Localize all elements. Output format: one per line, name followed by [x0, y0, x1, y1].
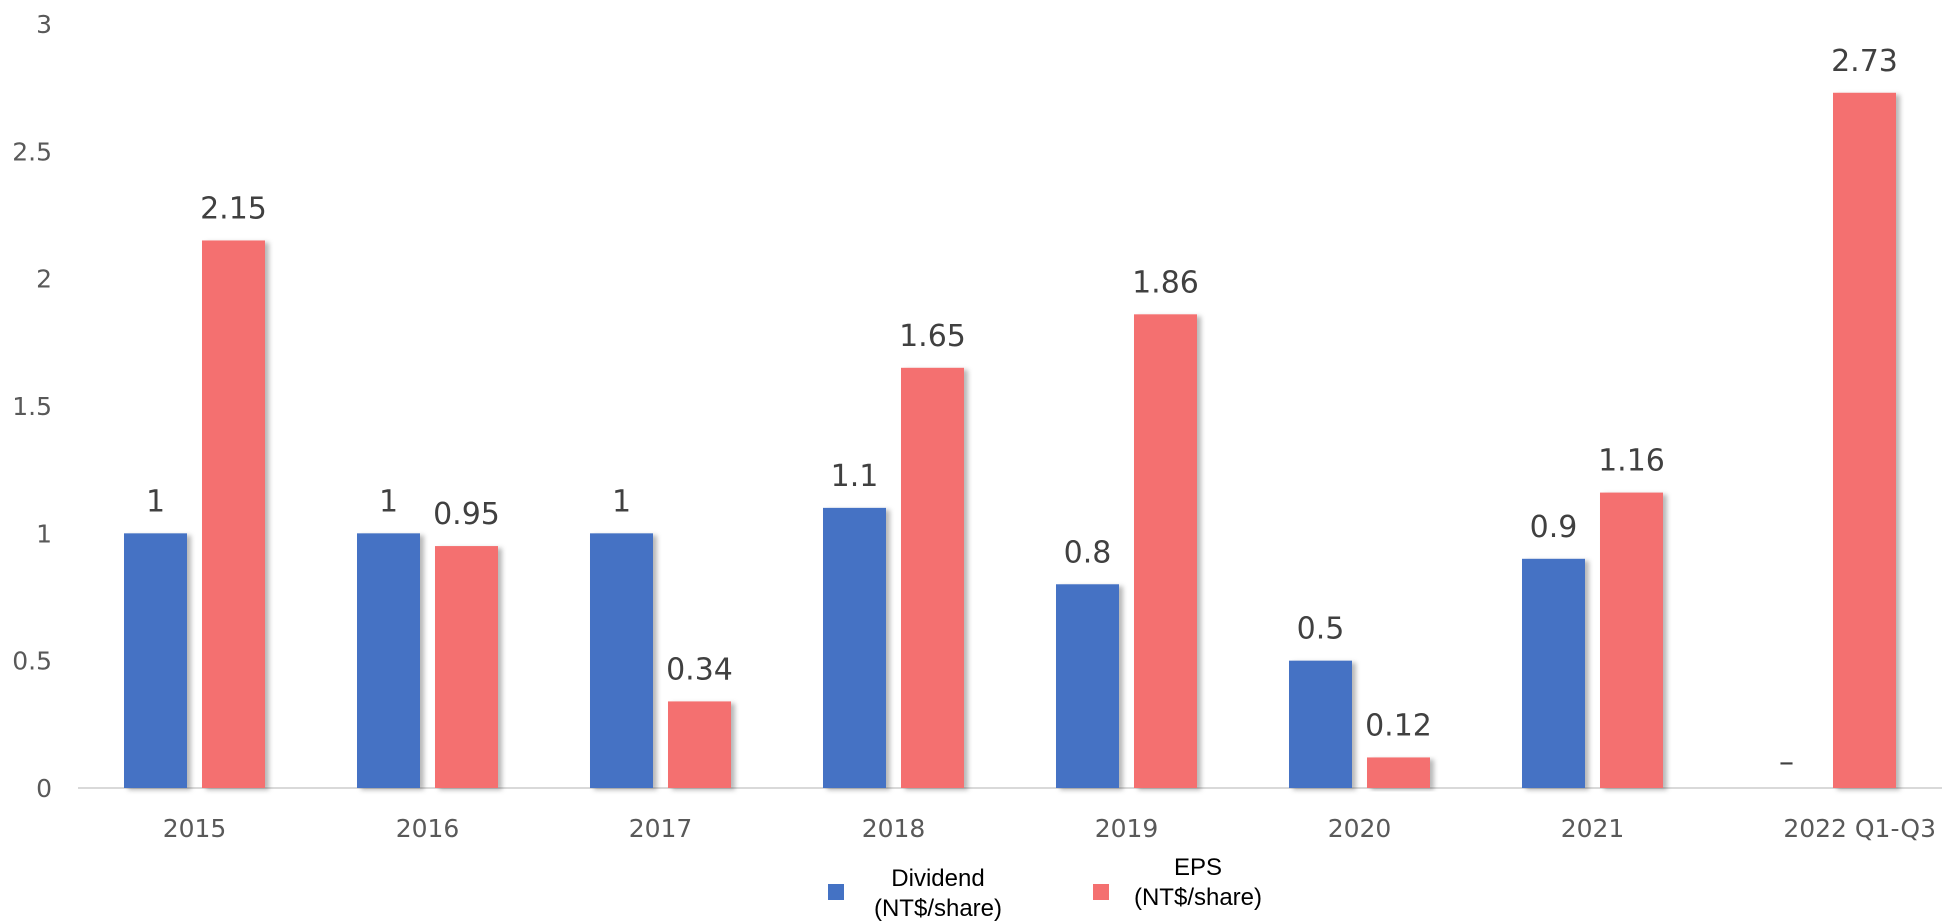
x-tick-label-4: 2019 [1095, 814, 1159, 843]
bar-dividend-5 [1289, 660, 1352, 788]
value-label-dividend-7: – [1779, 745, 1794, 780]
bar-eps-6 [1600, 492, 1663, 788]
y-tick-label-0: 0 [36, 774, 52, 803]
value-label-eps-2: 0.34 [666, 652, 733, 687]
bar-eps-1 [435, 546, 498, 788]
x-tick-label-1: 2016 [396, 814, 460, 843]
bar-dividend-6 [1522, 558, 1585, 788]
bar-dividend-2 [590, 533, 653, 788]
value-label-eps-6: 1.16 [1598, 444, 1665, 479]
bar-eps-3 [901, 367, 964, 788]
bar-eps-5 [1367, 757, 1430, 788]
y-tick-label-3: 1.5 [12, 392, 52, 421]
legend-label-eps-line-0: EPS [1174, 854, 1222, 881]
y-axis: 0 0.5 1 1.5 2 2.5 3 [12, 10, 52, 803]
value-label-dividend-5: 0.5 [1297, 612, 1345, 647]
value-label-eps-0: 2.15 [200, 191, 267, 226]
legend-swatch-dividend [828, 884, 844, 900]
value-label-dividend-4: 0.8 [1064, 535, 1112, 570]
bar-eps-2 [668, 701, 731, 788]
x-tick-label-3: 2018 [862, 814, 926, 843]
value-label-dividend-6: 0.9 [1530, 510, 1578, 545]
bars [124, 92, 1896, 788]
x-tick-label-7: 2022 Q1-Q3 [1783, 814, 1936, 843]
y-tick-label-6: 3 [36, 10, 52, 39]
value-label-dividend-0: 1 [146, 484, 165, 519]
legend-label-dividend-line-1: (NT$/share) [874, 895, 1002, 921]
value-label-dividend-2: 1 [612, 484, 631, 519]
y-tick-label-1: 0.5 [12, 647, 52, 676]
value-label-eps-7: 2.73 [1831, 44, 1898, 79]
bar-eps-0 [202, 240, 265, 788]
value-label-eps-5: 0.12 [1365, 708, 1432, 743]
bar-dividend-4 [1056, 584, 1119, 788]
x-tick-label-6: 2021 [1561, 814, 1625, 843]
x-tick-label-0: 2015 [163, 814, 227, 843]
bar-dividend-1 [357, 533, 420, 788]
legend-item-dividend: Dividend (NT$/share) [828, 865, 1002, 921]
value-label-dividend-3: 1.1 [831, 459, 879, 494]
value-label-dividend-1: 1 [379, 484, 398, 519]
legend: Dividend (NT$/share) EPS (NT$/share) [828, 854, 1262, 921]
y-tick-label-2: 1 [36, 519, 52, 548]
value-label-eps-4: 1.86 [1132, 265, 1199, 300]
legend-label-eps-line-1: (NT$/share) [1134, 884, 1262, 911]
legend-item-eps: EPS (NT$/share) [1093, 854, 1262, 911]
x-axis: 2015 2016 2017 2018 2019 2020 2021 2022 Q1-Q3 [163, 814, 1936, 843]
value-labels: 1 2.15 1 0.95 1 0.34 1.1 1.65 0.8 1.86 0.5 0.12 0.9 1… [146, 44, 1898, 780]
y-tick-label-5: 2.5 [12, 137, 52, 166]
y-tick-label-4: 2 [36, 265, 52, 294]
legend-swatch-eps [1093, 884, 1109, 900]
bar-eps-7 [1833, 92, 1896, 788]
bar-dividend-3 [823, 507, 886, 788]
value-label-eps-1: 0.95 [433, 497, 500, 532]
x-tick-label-2: 2017 [629, 814, 693, 843]
bar-dividend-0 [124, 533, 187, 788]
value-label-eps-3: 1.65 [899, 319, 966, 354]
x-tick-label-5: 2020 [1328, 814, 1392, 843]
legend-label-dividend-line-0: Dividend [891, 865, 984, 892]
bar-eps-4 [1134, 314, 1197, 788]
